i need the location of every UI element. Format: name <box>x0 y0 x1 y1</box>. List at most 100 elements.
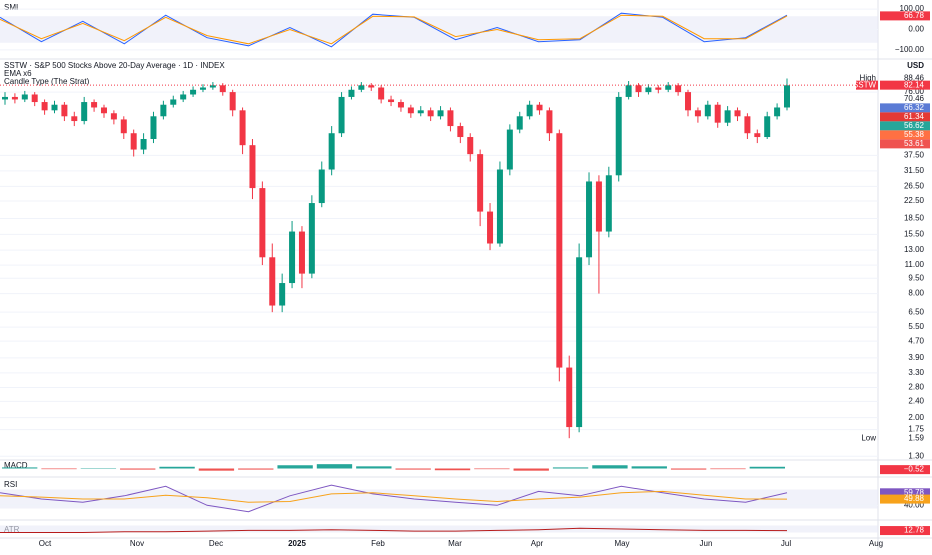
candle-body <box>606 175 612 231</box>
candle-body <box>339 97 345 133</box>
ema-label: 55.38 <box>904 130 925 139</box>
candle-body <box>477 154 483 211</box>
candle-body <box>705 105 711 117</box>
y-tick-label: 37.50 <box>904 150 925 159</box>
candle-body <box>348 90 354 97</box>
candle-body <box>507 130 513 170</box>
price-label: 1.59 <box>908 433 924 442</box>
ema-label: 56.62 <box>904 121 925 130</box>
candle-body <box>111 113 117 119</box>
price-label-name: SSTW <box>853 80 877 89</box>
y-tick-label: 3.90 <box>908 353 924 362</box>
candle-body <box>675 85 681 92</box>
x-tick-label: Jun <box>700 539 713 548</box>
candle-body <box>12 97 18 100</box>
candle-body <box>744 116 750 133</box>
candle-body <box>160 105 166 117</box>
histogram-bar <box>159 467 194 469</box>
candle-body <box>259 188 265 257</box>
candle-body <box>398 102 404 107</box>
histogram-bar <box>317 464 352 468</box>
y-tick-label: 26.50 <box>904 182 925 191</box>
histogram-bar <box>41 469 76 470</box>
candle-body <box>467 137 473 154</box>
x-tick-label: Aug <box>869 539 883 548</box>
last-value-label: 49.88 <box>904 494 925 503</box>
ema-label: 61.34 <box>904 112 925 121</box>
candle-body <box>230 92 236 110</box>
candle-body <box>725 110 731 122</box>
candle-body <box>150 116 156 139</box>
candle-body <box>546 110 552 133</box>
y-tick-label: 0.00 <box>908 25 924 34</box>
last-value-label: −0.52 <box>904 465 925 474</box>
x-tick-label: Oct <box>39 539 52 548</box>
y-tick-label: 15.50 <box>904 229 925 238</box>
candle-body <box>329 133 335 169</box>
candle-body <box>517 116 523 129</box>
x-tick-label: 2025 <box>288 539 306 548</box>
candle-body <box>527 105 533 117</box>
candle-body <box>101 107 107 113</box>
candle-body <box>566 368 572 428</box>
last-value-label: 66.78 <box>904 11 925 20</box>
x-tick-label: May <box>614 539 629 548</box>
candle-body <box>764 116 770 137</box>
candle-body <box>537 105 543 111</box>
candle-body <box>388 99 394 102</box>
candle-body <box>735 110 741 116</box>
candle-body <box>180 94 186 99</box>
candle-body <box>309 203 315 274</box>
candle-body <box>586 181 592 257</box>
histogram-bar <box>710 469 745 470</box>
histogram-bar <box>671 469 706 470</box>
candle-body <box>665 85 671 89</box>
currency: USD <box>907 61 924 70</box>
ema-label: 70.46 <box>904 94 925 103</box>
histogram-bar <box>356 466 391 468</box>
y-tick-label: 2.80 <box>908 383 924 392</box>
histogram-bar <box>632 466 667 468</box>
last-value-label: 12.78 <box>904 526 925 535</box>
y-tick-label: 6.50 <box>908 307 924 316</box>
candle-body <box>81 102 87 121</box>
y-tick-label: 2.40 <box>908 396 924 405</box>
y-tick-label: 8.00 <box>908 289 924 298</box>
y-tick-label: 13.00 <box>904 245 925 254</box>
candle-body <box>42 102 48 110</box>
x-tick-label: Feb <box>371 539 385 548</box>
candle-body <box>695 110 701 116</box>
candle-body <box>685 92 691 110</box>
candle-body <box>249 145 255 188</box>
candle-body <box>616 97 622 175</box>
candle-body <box>487 212 493 244</box>
candle-body <box>269 257 275 305</box>
histogram-bar <box>120 469 155 470</box>
histogram-bar <box>199 469 234 471</box>
candle-body <box>645 88 651 93</box>
histogram-bar <box>238 469 273 470</box>
candle-body <box>596 181 602 231</box>
candle-body <box>220 85 226 92</box>
candle-body <box>754 133 760 137</box>
chart-title: SSTW · S&P 500 Stocks Above 20-Day Avera… <box>4 61 225 70</box>
candle-body <box>636 85 642 92</box>
y-tick-label: 4.70 <box>908 336 924 345</box>
candle-body <box>418 110 424 113</box>
candle-body <box>61 105 67 117</box>
x-tick-label: Mar <box>448 539 462 548</box>
y-tick-label: 5.50 <box>908 322 924 331</box>
candle-body <box>497 170 503 244</box>
candle-body <box>170 99 176 104</box>
candle-body <box>408 107 414 113</box>
x-tick-label: Jul <box>781 539 791 548</box>
candle-body <box>428 110 434 116</box>
candle-body <box>447 110 453 126</box>
x-tick-label: Apr <box>531 539 544 548</box>
y-tick-label: 22.50 <box>904 196 925 205</box>
candle-body <box>715 105 721 123</box>
candle-body <box>358 85 364 89</box>
price-label-name: Low <box>861 433 876 442</box>
